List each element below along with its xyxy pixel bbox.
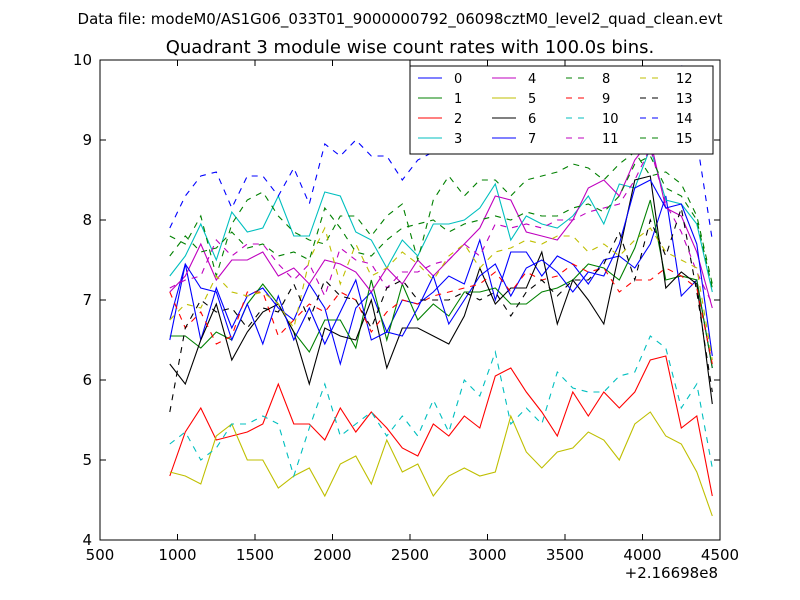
- legend-label-12: 12: [676, 72, 693, 87]
- legend-label-11: 11: [602, 132, 619, 147]
- x-offset-label: +2.16698e8: [625, 564, 718, 582]
- legend-label-10: 10: [602, 112, 619, 127]
- legend-box: [409, 65, 714, 155]
- x-tick-label: 3000: [468, 546, 506, 564]
- legend-label-14: 14: [676, 112, 693, 127]
- legend-label-5: 5: [528, 92, 536, 107]
- series-line-7: [169, 179, 713, 357]
- series-line-6: [169, 175, 713, 405]
- x-tick-label: 2000: [313, 546, 351, 564]
- y-tick-label: 5: [82, 451, 92, 469]
- x-tick-label: 500: [86, 546, 115, 564]
- y-tick-label: 7: [82, 291, 92, 309]
- legend-label-13: 13: [676, 92, 693, 107]
- legend-label-3: 3: [454, 132, 462, 147]
- x-tick-label: 2500: [391, 546, 429, 564]
- legend-label-1: 1: [454, 92, 462, 107]
- y-tick-label: 9: [82, 131, 92, 149]
- plot-frame: [99, 59, 721, 541]
- legend-label-9: 9: [602, 92, 610, 107]
- legend-label-15: 15: [676, 132, 693, 147]
- chart-title: Quadrant 3 module wise count rates with …: [166, 37, 655, 58]
- x-tick-label: 1500: [236, 546, 274, 564]
- y-tick-label: 6: [82, 371, 92, 389]
- series-line-0: [169, 195, 713, 369]
- series-line-15: [169, 155, 713, 289]
- legend-label-6: 6: [528, 112, 536, 127]
- legend-label-4: 4: [528, 72, 536, 87]
- tick-layer: 500 1000 1500 2000 2500 3000 3500 4000 4500 4 5 6 7 8…: [73, 51, 739, 564]
- series-line-12: [169, 226, 713, 361]
- legend-label-2: 2: [454, 112, 462, 127]
- legend-label-8: 8: [602, 72, 610, 87]
- x-tick-label: 4500: [701, 546, 739, 564]
- x-tick-label: 1000: [158, 546, 196, 564]
- x-tick-label: 3500: [546, 546, 584, 564]
- series-line-5: [169, 411, 713, 517]
- y-tick-label: 10: [73, 51, 92, 69]
- series-line-8: [169, 151, 713, 285]
- series-line-3: [169, 146, 713, 293]
- legend-label-7: 7: [528, 132, 536, 147]
- series-line-2: [169, 355, 713, 497]
- series-line-9: [169, 263, 713, 365]
- series-line-1: [169, 199, 713, 369]
- x-tick-label: 4000: [623, 546, 661, 564]
- series-line-10: [169, 335, 713, 478]
- y-tick-label: 4: [82, 531, 92, 549]
- legend-label-0: 0: [454, 72, 462, 87]
- chart-suptitle: Data file: modeM0/AS1G06_033T01_90000007…: [78, 10, 723, 29]
- series-line-11: [169, 146, 713, 305]
- y-tick-label: 8: [82, 211, 92, 229]
